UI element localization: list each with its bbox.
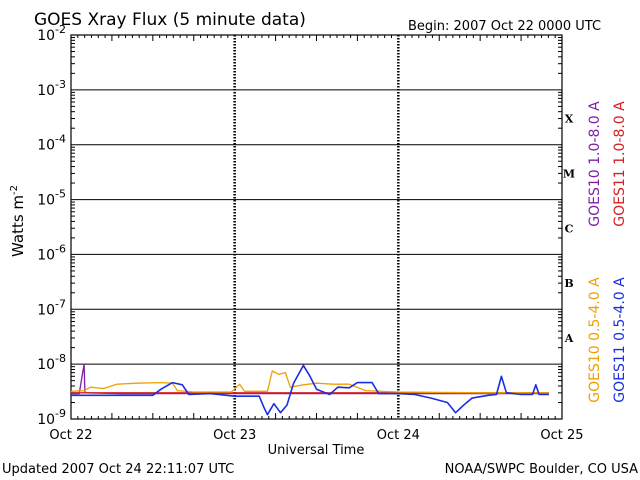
y-tick-base: 10 (37, 193, 55, 209)
y-axis-label-group: Watts m-2 (9, 185, 27, 257)
flare-class-m: M (563, 167, 575, 180)
y-tick-base: 10 (37, 28, 55, 44)
flare-class-labels: X M C B A (563, 113, 575, 345)
y-tick-label: 10-4 (37, 133, 66, 154)
y-tick-label: 10-9 (37, 407, 66, 428)
y-axis-label-sup: -2 (9, 185, 20, 195)
legend-entry: GOES11 0.5-4.0 A (612, 277, 628, 403)
y-tick-exponent: -8 (55, 352, 66, 365)
x-tick-label: Oct 24 (377, 428, 420, 443)
grid-lines (71, 35, 562, 419)
flare-class-a: A (564, 332, 574, 345)
y-tick-exponent: -3 (55, 78, 66, 91)
y-tick-base: 10 (37, 302, 55, 318)
x-tick-label: Oct 23 (213, 428, 256, 443)
source-label: NOAA/SWPC Boulder, CO USA (445, 462, 638, 477)
y-tick-exponent: -6 (55, 242, 66, 255)
y-tick-exponent: -2 (55, 23, 66, 36)
y-tick-exponent: -4 (55, 133, 66, 146)
y-tick-base: 10 (37, 412, 55, 428)
y-tick-exponent: -9 (55, 407, 66, 420)
series-line-3 (70, 370, 549, 394)
flare-class-x: X (565, 113, 574, 126)
y-tick-base: 10 (37, 247, 55, 263)
y-tick-label: 10-6 (37, 242, 66, 263)
x-axis-label: Universal Time (268, 443, 365, 458)
x-tick-label: Oct 22 (49, 428, 92, 443)
y-tick-label: 10-8 (37, 352, 66, 373)
data-series (70, 363, 549, 416)
legend-entry: GOES10 1.0-8.0 A (587, 101, 603, 227)
y-axis-ticks: 10-910-810-710-610-510-410-310-2 (37, 23, 562, 428)
y-tick-label: 10-5 (37, 188, 66, 209)
y-tick-exponent: -7 (55, 297, 66, 310)
flare-class-c: C (565, 222, 574, 235)
legend: GOES10 1.0-8.0 A GOES11 1.0-8.0 A GOES10 0… (587, 101, 628, 403)
series-line-4 (71, 364, 549, 416)
y-tick-base: 10 (37, 83, 55, 99)
y-axis-label: Watts m-2 (9, 185, 27, 257)
x-axis-ticks: Oct 22 Oct 23 Oct 24 Oct 25 (49, 35, 584, 443)
y-tick-base: 10 (37, 138, 55, 154)
flare-class-b: B (564, 277, 573, 290)
series-line-1 (71, 363, 549, 395)
plot-area (70, 34, 563, 420)
y-axis-label-main: Watts m (9, 195, 27, 257)
y-tick-label: 10-2 (37, 23, 66, 44)
updated-label: Updated 2007 Oct 24 22:11:07 UTC (2, 462, 234, 477)
y-tick-label: 10-3 (37, 78, 66, 99)
x-tick-label: Oct 25 (540, 428, 583, 443)
y-tick-label: 10-7 (37, 297, 66, 318)
legend-entry: GOES10 0.5-4.0 A (587, 277, 603, 403)
plot-frame (70, 34, 563, 420)
y-tick-base: 10 (37, 357, 55, 373)
begin-label: Begin: 2007 Oct 22 0000 UTC (408, 19, 601, 34)
chart-title: GOES Xray Flux (5 minute data) (34, 10, 306, 30)
legend-entry: GOES11 1.0-8.0 A (612, 101, 628, 227)
y-tick-exponent: -5 (55, 188, 66, 201)
